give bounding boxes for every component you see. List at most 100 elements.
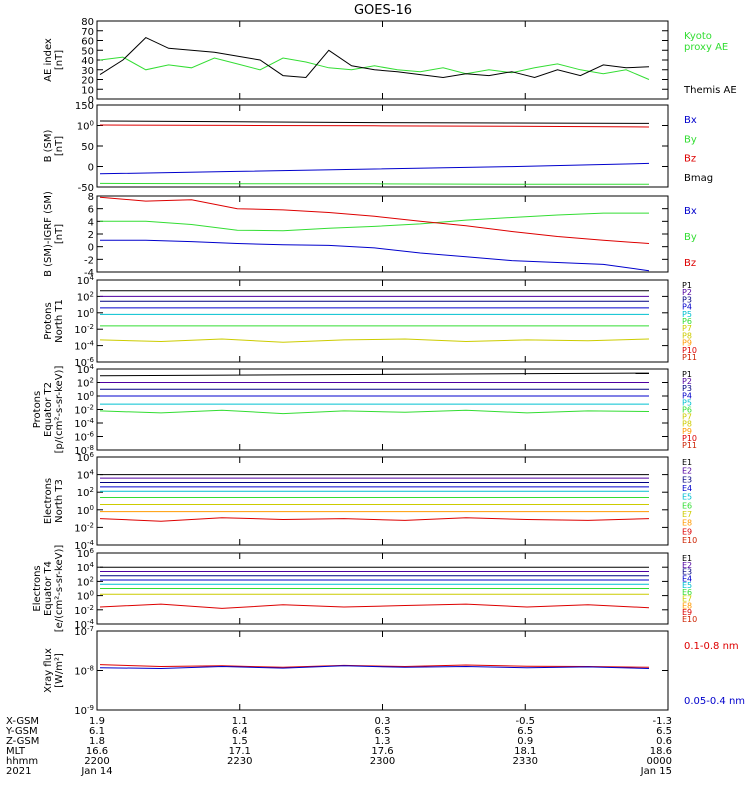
y-tick-label: 20 <box>81 76 94 87</box>
y-tick-label: 10-8 <box>74 665 94 678</box>
y-axis-label: [p/(cm²-s-sr-keV)] <box>54 366 65 454</box>
footer-value: 0.9 <box>517 736 533 747</box>
legend-entry: Bx <box>684 115 697 126</box>
panel-p_t1: 10-6 10-4 10-2 100 102 104 Protons North T1 P1P2… <box>43 274 697 369</box>
series-e8 <box>99 603 650 609</box>
y-tick-label: 102 <box>77 290 94 303</box>
legend-entry: By <box>684 232 697 243</box>
series-bx <box>100 239 650 272</box>
footer-value: 2300 <box>370 756 395 767</box>
plot-title: GOES-16 <box>354 3 412 18</box>
series-themis-ae <box>99 36 650 79</box>
legend-entry: Bmag <box>684 173 713 184</box>
footer-value: 6.4 <box>232 726 248 737</box>
panel-frame <box>96 20 669 100</box>
panel-frame <box>96 630 669 711</box>
footer-value: 1.9 <box>89 716 105 727</box>
legend-entry: E10 <box>682 536 697 545</box>
footer-value: 18.6 <box>650 746 672 757</box>
legend-entry: E3 <box>682 475 692 484</box>
footer-value: 17.6 <box>371 746 393 757</box>
legend-entry: Themis AE <box>683 85 737 96</box>
footer-row-label: Y-GSM <box>5 726 38 737</box>
y-tick-label: 10-4 <box>74 417 94 430</box>
legend-entry: P3 <box>682 384 692 393</box>
y-tick-label: 50 <box>81 46 94 57</box>
y-axis-label: AE index <box>43 38 54 82</box>
y-axis-label: [W/m²] <box>54 653 65 688</box>
panel-frame <box>96 456 669 546</box>
footer-value: 6.1 <box>89 726 105 737</box>
y-axis-label: Xray flux <box>43 648 54 693</box>
legend-entry: P8 <box>682 331 692 340</box>
series-by <box>100 212 649 232</box>
legend-entry: P7 <box>682 413 692 422</box>
legend-entry: E4 <box>682 574 692 583</box>
legend-entry: E9 <box>682 608 692 617</box>
footer-row-label: Z-GSM <box>6 736 39 747</box>
legend-entry: E8 <box>682 601 692 610</box>
legend-entry: E10 <box>682 615 697 624</box>
legend-entry: P1 <box>682 370 692 379</box>
y-axis-label: [nT] <box>54 50 65 70</box>
y-tick-label: 10-6 <box>74 431 94 444</box>
legend-entry: E4 <box>682 484 692 493</box>
legend-entry: P11 <box>682 353 697 362</box>
y-tick-label: 50 <box>81 142 94 153</box>
y-tick-label: 10-2 <box>74 404 94 417</box>
y-tick-label: 80 <box>81 17 94 28</box>
panel-bsm: -50 0 50 100 150 B (SM) [nT] Bx By Bz Bmag <box>43 101 713 194</box>
y-tick-label: 10-4 <box>74 539 94 552</box>
footer-value: 6.5 <box>375 726 391 737</box>
series-bmag <box>99 120 650 124</box>
footer-value: 2230 <box>227 756 252 767</box>
y-tick-label: 10-7 <box>74 625 94 638</box>
legend-entry: E8 <box>682 519 692 528</box>
footer-row-label: hhmm <box>6 756 38 767</box>
legend-entry: E3 <box>682 568 692 577</box>
legend-entry: P8 <box>682 420 692 429</box>
series-p7 <box>99 338 650 343</box>
footer-value: 2200 <box>84 756 109 767</box>
legend-entry: E1 <box>682 554 692 563</box>
legend-entry: E9 <box>682 527 692 536</box>
y-tick-label: 10-2 <box>74 604 94 617</box>
panel-frame <box>96 279 669 363</box>
legend-entry: P6 <box>682 406 692 415</box>
footer-value: 0.3 <box>375 716 391 727</box>
legend-entry: E7 <box>682 510 692 519</box>
legend-entry: proxy AE <box>684 42 728 53</box>
y-tick-label: 30 <box>81 66 94 77</box>
legend-entry: P4 <box>682 303 692 312</box>
series-0-05-0-4-nm <box>99 665 650 670</box>
legend-entry: P6 <box>682 317 692 326</box>
y-tick-label: 104 <box>77 469 95 482</box>
y-tick-label: 104 <box>77 274 95 287</box>
y-tick-label: 10 <box>81 85 94 96</box>
y-tick-label: 106 <box>77 451 95 464</box>
y-tick-label: 100 <box>77 504 94 517</box>
y-tick-label: 0 <box>88 163 94 174</box>
legend-entry: Bz <box>684 154 696 165</box>
series-e9 <box>99 517 650 522</box>
footer-value: 6.5 <box>656 726 672 737</box>
legend-entry: E1 <box>682 458 692 467</box>
legend-entry: P9 <box>682 427 692 436</box>
y-axis-label: Electrons <box>43 478 54 524</box>
legend-entry: E7 <box>682 595 692 604</box>
y-tick-label: -2 <box>84 255 94 266</box>
y-tick-label: -50 <box>78 183 94 194</box>
footer-value: 0.6 <box>656 736 672 747</box>
legend: 0.1-0.8 nm 0.05-0.4 nm <box>684 641 745 707</box>
y-axis-label: Equator T4 <box>43 561 54 616</box>
y-tick-label: 8 <box>88 192 94 203</box>
footer-value: 2330 <box>513 756 538 767</box>
legend-entry: P5 <box>682 398 692 407</box>
y-tick-label: 10-9 <box>74 704 94 717</box>
